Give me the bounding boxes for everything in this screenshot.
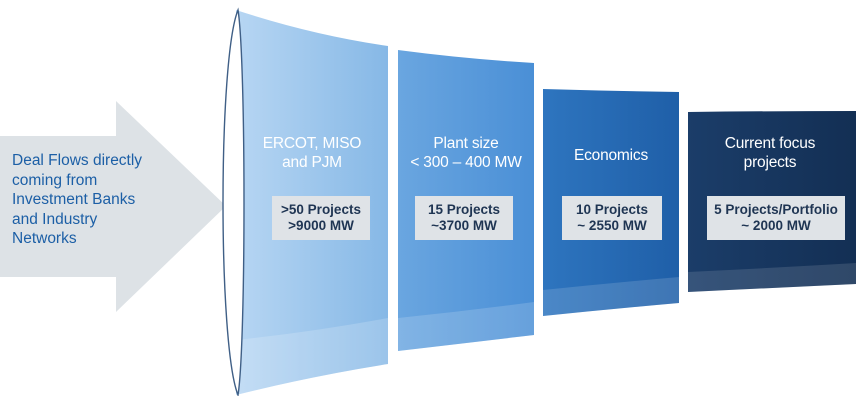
stage-4-capacity: ~ 2000 MW (741, 218, 811, 233)
stage-4-heading: Current focus projects (724, 135, 816, 172)
deal-flow-label: Deal Flows directly coming from Investme… (12, 151, 192, 249)
stage-2-count-box: 15 Projects ~3700 MW (415, 196, 513, 240)
funnel-stage-4-sheen (688, 263, 856, 292)
stage-3-heading: Economics (573, 147, 648, 164)
deal-flow-line-2: coming from (12, 171, 98, 189)
stage-1-projects: >50 Projects (281, 201, 361, 217)
deal-flow-line-1: Deal Flows directly (12, 152, 143, 169)
deal-flow-arrow (0, 101, 226, 312)
funnel-stage-1-sheen (236, 318, 388, 395)
funnel-mouth-ellipse (222, 7, 245, 396)
stage-4-count-box: 5 Projects/Portfolio ~ 2000 MW (707, 196, 845, 240)
stage-2-capacity: ~3700 MW (431, 218, 497, 233)
deal-flow-line-4: and Industry (12, 210, 98, 228)
stage-1-capacity: >9000 MW (288, 218, 354, 233)
funnel-stage-3-sheen (543, 277, 679, 316)
stage-4-projects: 5 Projects/Portfolio (714, 201, 838, 217)
stage-1-count-box: >50 Projects >9000 MW (272, 196, 370, 240)
deal-flow-line-3: Investment Banks (12, 191, 136, 209)
stage-3-capacity: ~ 2550 MW (577, 218, 647, 233)
stage-1-heading: ERCOT, MISO and PJM (262, 135, 362, 172)
stage-2-projects: 15 Projects (427, 201, 501, 217)
funnel-stage-2-sheen (398, 302, 534, 351)
deal-flow-line-5: Networks (12, 230, 77, 248)
stage-2-heading: Plant size < 300 – 400 MW (410, 135, 522, 172)
stage-3-projects: 10 Projects (575, 201, 649, 217)
stage-3-count-box: 10 Projects ~ 2550 MW (562, 196, 662, 240)
